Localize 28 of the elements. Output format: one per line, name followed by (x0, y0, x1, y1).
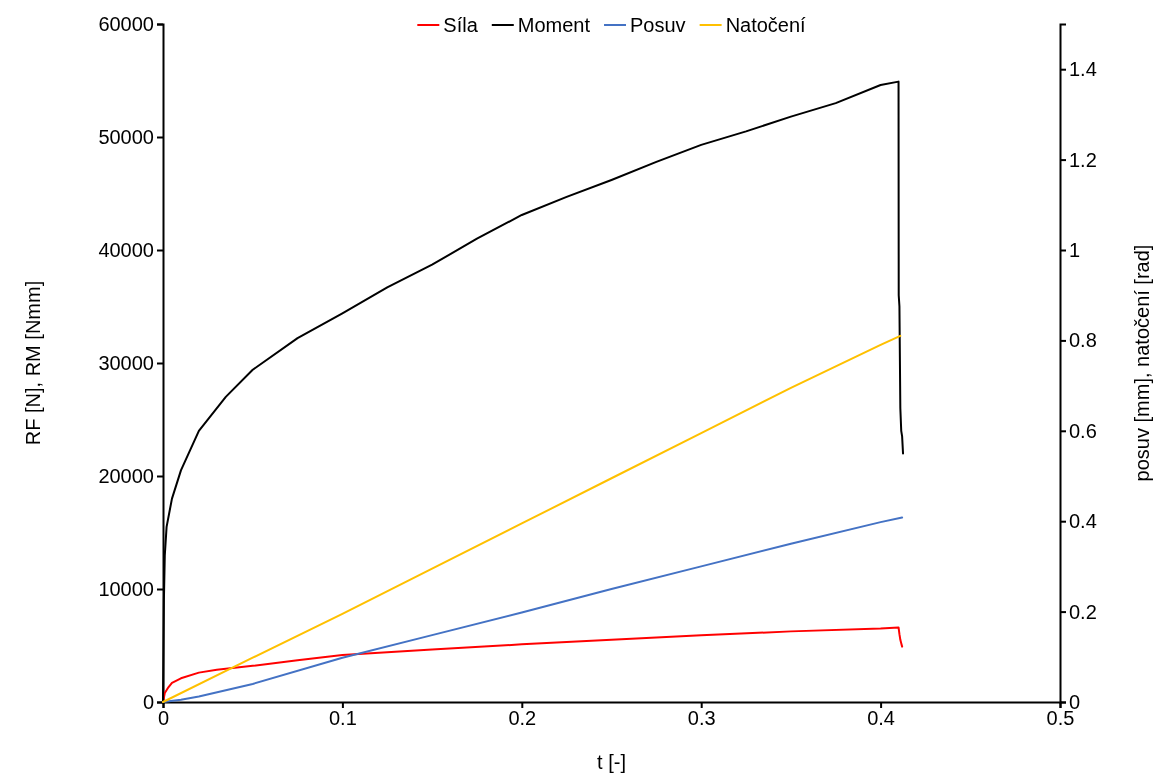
legend-label: Natočení (725, 14, 807, 36)
y2-axis-title: posuv [mm], natočení [rad] (1131, 244, 1153, 482)
y2-tick-label: 0.2 (1069, 600, 1097, 623)
y-tick-label: 50000 (98, 125, 154, 148)
y2-tick-label: 0.4 (1069, 510, 1097, 533)
x-tick-label: 0.3 (687, 707, 716, 730)
x-axis-title: t [-] (597, 751, 626, 773)
line-series (162, 516, 904, 703)
legend-label: Síla (443, 14, 479, 36)
y-tick-label: 20000 (98, 464, 154, 487)
y2-tick-label: 0.8 (1069, 329, 1097, 352)
y-tick-label: 0 (142, 690, 154, 713)
y2-tick-label: 1.4 (1069, 58, 1097, 81)
y2-tick-label: 0.6 (1069, 419, 1097, 442)
x-tick-label: 0.2 (508, 707, 537, 730)
y-axis-title: RF [N], RM [Nmm] (22, 280, 44, 446)
y-tick-label: 60000 (98, 12, 154, 35)
x-tick-label: 0.1 (328, 707, 357, 730)
y2-tick-label: 1 (1069, 238, 1081, 261)
x-tick-label: 0.4 (867, 707, 896, 730)
legend-label: Posuv (630, 14, 686, 36)
legend-label: Moment (517, 14, 591, 36)
y2-tick-label: 1.2 (1069, 148, 1097, 171)
y-tick-label: 40000 (98, 238, 154, 261)
y-tick-label: 30000 (98, 351, 154, 374)
line-series (162, 334, 902, 703)
y-tick-label: 10000 (98, 577, 154, 600)
x-tick-label: 0 (157, 707, 170, 730)
